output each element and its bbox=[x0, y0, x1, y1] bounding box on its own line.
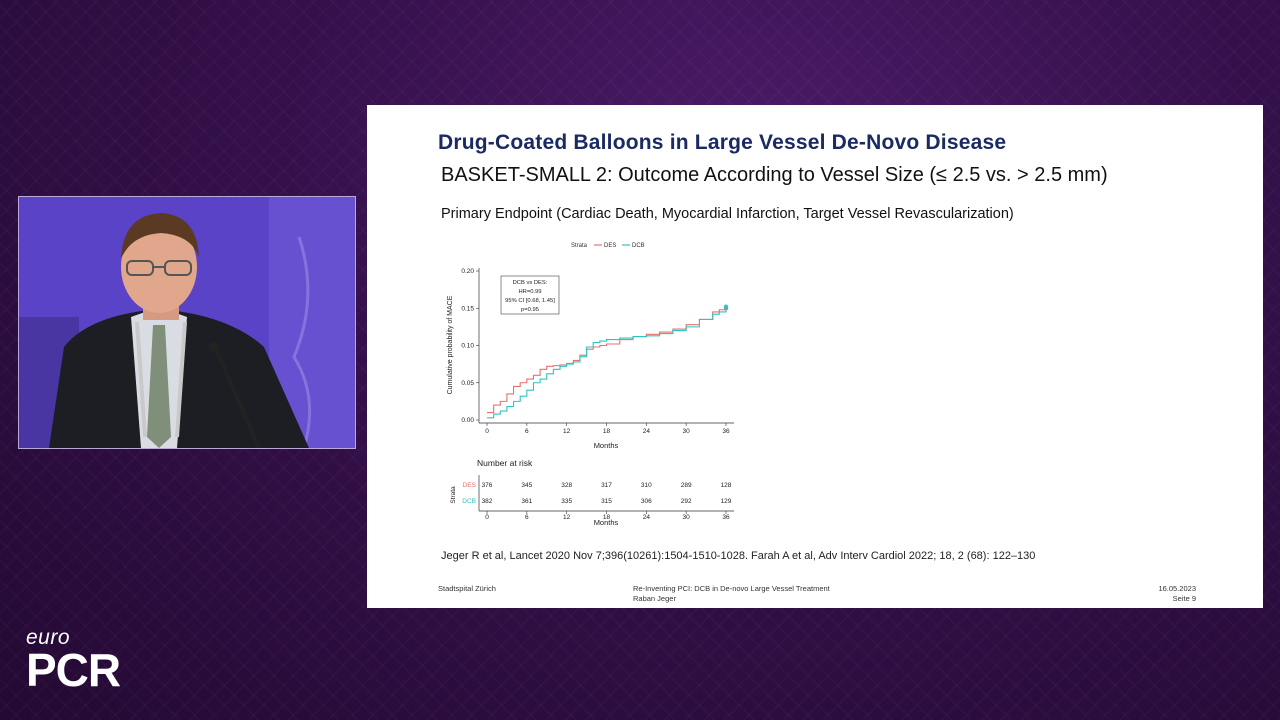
risk-cell: 310 bbox=[641, 482, 652, 489]
risk-cell: 345 bbox=[521, 482, 532, 489]
y-axis-label: Cumulative probability of MACE bbox=[447, 295, 454, 394]
annotation-line: 95% CI [0.68, 1.45] bbox=[505, 298, 555, 304]
logo-euro-text: euro bbox=[26, 626, 71, 649]
legend-title: Strata bbox=[571, 243, 588, 249]
kaplan-meier-chart: Strata DES DCB DCB vs DES: HR=0.99 95% CI [… bbox=[447, 243, 734, 527]
chart-axes: 0.00 0.05 0.10 0.15 0.20 0 6 12 18 24 30 36 bbox=[461, 268, 734, 435]
risk-x-tick-label: 0 bbox=[485, 514, 489, 521]
risk-table-strata-label: Strata bbox=[450, 486, 457, 504]
footer-center-line1: Re-Inventing PCI: DCB in De-novo Large V… bbox=[633, 584, 830, 593]
risk-cell: 128 bbox=[721, 482, 732, 489]
speaker-video bbox=[18, 196, 356, 449]
series-line-dcb bbox=[487, 306, 727, 419]
y-tick-label: 0.00 bbox=[461, 417, 474, 424]
annotation-line: DCB vs DES: bbox=[513, 280, 548, 286]
risk-cell: 382 bbox=[482, 498, 493, 505]
logo-pcr-text: PCR bbox=[26, 644, 121, 696]
footer-page: Seite 9 bbox=[1172, 594, 1196, 603]
risk-x-tick-label: 30 bbox=[683, 514, 691, 521]
risk-table: DES 376 345 328 317 310 289 128 DCB 382 361 335 315 3… bbox=[462, 475, 734, 521]
risk-row-label-dcb: DCB bbox=[462, 498, 476, 505]
x-tick-label: 0 bbox=[485, 428, 489, 435]
footer-date: 16.05.2023 bbox=[1158, 584, 1196, 593]
y-tick-label: 0.10 bbox=[461, 343, 474, 350]
speaker-image bbox=[19, 197, 355, 448]
series-line-des bbox=[487, 308, 727, 414]
risk-x-tick-label: 6 bbox=[525, 514, 529, 521]
legend-label-dcb: DCB bbox=[632, 243, 645, 249]
series-end-point-dcb bbox=[723, 304, 729, 309]
risk-x-tick-label: 36 bbox=[722, 514, 730, 521]
x-tick-label: 36 bbox=[722, 428, 730, 435]
x-tick-label: 30 bbox=[683, 428, 691, 435]
legend-label-des: DES bbox=[604, 243, 616, 249]
y-tick-label: 0.05 bbox=[461, 380, 474, 387]
slide-title: Drug-Coated Balloons in Large Vessel De-… bbox=[438, 131, 1007, 154]
risk-cell: 129 bbox=[721, 498, 732, 505]
risk-table-title: Number at risk bbox=[477, 458, 533, 468]
x-tick-label: 6 bbox=[525, 428, 529, 435]
annotation-line: p=0.95 bbox=[521, 307, 539, 313]
risk-cell: 289 bbox=[681, 482, 692, 489]
footer-right: 16.05.2023 Seite 9 bbox=[1158, 584, 1196, 604]
risk-cell: 335 bbox=[561, 498, 572, 505]
y-tick-label: 0.15 bbox=[461, 305, 474, 312]
risk-cell: 328 bbox=[561, 482, 572, 489]
annotation: DCB vs DES: HR=0.99 95% CI [0.68, 1.45] p=0… bbox=[505, 280, 555, 313]
x-tick-label: 12 bbox=[563, 428, 571, 435]
legend: DES DCB bbox=[594, 243, 645, 249]
slide-endpoint-text: Primary Endpoint (Cardiac Death, Myocard… bbox=[441, 206, 1014, 222]
risk-cell: 315 bbox=[601, 498, 612, 505]
risk-x-tick-label: 24 bbox=[643, 514, 651, 521]
annotation-box bbox=[500, 275, 560, 315]
risk-table-x-label: Months bbox=[594, 518, 619, 527]
x-tick-label: 18 bbox=[603, 428, 611, 435]
risk-x-tick-label: 18 bbox=[603, 514, 611, 521]
risk-cell: 317 bbox=[601, 482, 612, 489]
risk-cell: 292 bbox=[681, 498, 692, 505]
risk-cell: 376 bbox=[482, 482, 493, 489]
presentation-slide: Drug-Coated Balloons in Large Vessel De-… bbox=[367, 105, 1263, 608]
y-tick-label: 0.20 bbox=[461, 268, 474, 275]
risk-x-tick-label: 12 bbox=[563, 514, 571, 521]
x-axis-label: Months bbox=[594, 441, 619, 450]
series-lines bbox=[487, 304, 729, 419]
footer-center: Re-Inventing PCI: DCB in De-novo Large V… bbox=[633, 584, 830, 604]
risk-cell: 361 bbox=[521, 498, 532, 505]
europcr-logo: euro PCR bbox=[26, 626, 121, 696]
risk-row-label-des: DES bbox=[463, 482, 477, 489]
slide-reference: Jeger R et al, Lancet 2020 Nov 7;396(102… bbox=[441, 550, 1036, 562]
footer-center-line2: Raban Jeger bbox=[633, 594, 676, 603]
slide-subtitle: BASKET-SMALL 2: Outcome According to Ves… bbox=[441, 164, 1108, 186]
annotation-line: HR=0.99 bbox=[518, 289, 541, 295]
footer-left: Stadtspital Zürich bbox=[438, 584, 496, 593]
risk-cell: 306 bbox=[641, 498, 652, 505]
x-tick-label: 24 bbox=[643, 428, 651, 435]
